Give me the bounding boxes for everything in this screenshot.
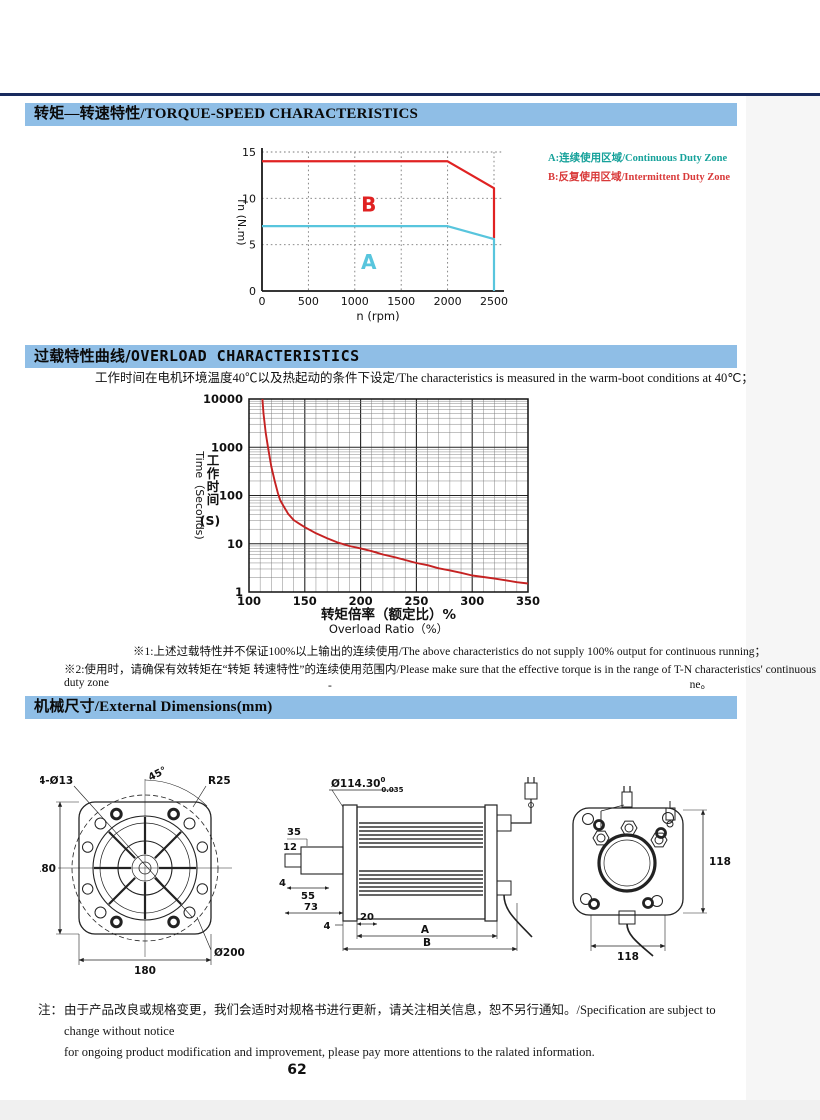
overload-title-zh: 过载特性曲线/: [34, 347, 131, 365]
overload-subtitle: 工作时间在电机环境温度40℃以及热起动的条件下设定/The characteri…: [95, 371, 754, 385]
dim-flange-width: 180: [134, 965, 156, 977]
torque-speed-chart: 0 500 1000 1500 2000 2500 0 5 10 15 n (rpm) Tn (N.m…: [228, 138, 548, 338]
duty-zone-legend: A:连续使用区域/Continuous Duty Zone B:反复使用区域/I…: [548, 149, 730, 187]
overload-note-1: ※1:上述过载特性并不保证100%以上输出的连续使用/The above cha…: [133, 646, 767, 658]
bolt-holes: [82, 807, 209, 929]
cooling-fins: [359, 822, 483, 896]
dim-rear-width: 118: [617, 951, 639, 963]
flange-square: [78, 801, 212, 935]
legend-continuous-duty: A:连续使用区域/Continuous Duty Zone: [548, 153, 728, 164]
svg-text:500: 500: [298, 295, 319, 308]
svg-text:2500: 2500: [480, 295, 508, 308]
dim-outer-diameter: Ø200: [214, 947, 245, 959]
svg-text:1500: 1500: [387, 295, 415, 308]
svg-text:1000: 1000: [211, 440, 243, 454]
right-margin: [746, 96, 820, 1100]
svg-text:300: 300: [460, 594, 484, 608]
dim-bolt-holes: 4-Ø13: [40, 775, 73, 787]
svg-text:Overload Ratio（%）: Overload Ratio（%）: [329, 622, 448, 636]
dim-35: 35: [287, 827, 301, 838]
svg-text:15: 15: [242, 146, 256, 159]
overload-chart: 100 150 200 250 300 350 1 10 100 1000 10000 转矩倍率（额定…: [185, 390, 565, 645]
rear-plate: [484, 804, 498, 922]
svg-text:100: 100: [219, 489, 243, 503]
svg-text:200: 200: [349, 594, 373, 608]
svg-text:n (rpm): n (rpm): [356, 309, 399, 323]
svg-text:B: B: [361, 192, 376, 216]
footer-note: 由于产品改良或规格变更，我们会适时对规格书进行更新，请关注相关信息，恕不另行通知…: [64, 1000, 724, 1063]
stray-dash: -: [328, 680, 332, 692]
front-plate: [342, 804, 358, 922]
dim-55: 55: [301, 891, 315, 902]
rear-view: 118 118: [572, 786, 731, 963]
svg-text:10: 10: [227, 537, 243, 551]
svg-text:(S): (S): [200, 513, 220, 528]
dim-spigot-diameter: Ø114.300 0.035: [331, 776, 404, 794]
svg-text:2000: 2000: [434, 295, 462, 308]
section-title-torque-speed: 转矩—转速特性/TORQUE-SPEED CHARACTERISTICS: [25, 103, 737, 126]
svg-text:10: 10: [242, 192, 256, 205]
dim-73: 73: [304, 902, 318, 913]
rear-ring: [597, 833, 657, 893]
side-view: Ø114.300 0.035 35 12 4 55 73 4 20 A B: [279, 776, 538, 952]
footer-note-label: 注：: [38, 1003, 64, 1017]
rear-bottom-gland: [618, 910, 636, 925]
svg-text:0: 0: [259, 295, 266, 308]
svg-text:Tn (N.m): Tn (N.m): [235, 196, 248, 245]
top-cable-gland: [496, 814, 512, 832]
front-view: 4-Ø13 R25 45° 180 180 Ø200: [40, 765, 245, 977]
section-title-dimensions: 机械尺寸/External Dimensions(mm): [25, 696, 737, 719]
svg-text:250: 250: [404, 594, 428, 608]
dim-length-a: A: [421, 924, 430, 936]
svg-text:A: A: [361, 250, 377, 274]
footer-note-line1: 由于产品改良或规格变更，我们会适时对规格书进行更新，请关注相关信息，恕不另行通知…: [64, 1003, 716, 1038]
section-title-torque-speed-text: 转矩—转速特性/TORQUE-SPEED CHARACTERISTICS: [34, 106, 419, 122]
svg-text:5: 5: [249, 239, 256, 252]
rear-cable: [626, 923, 654, 957]
dimensions-title-text: 机械尺寸/External Dimensions(mm): [34, 699, 273, 715]
torque-speed-chart-svg: 0 500 1000 1500 2000 2500 0 5 10 15 n (rpm) Tn (N.m…: [235, 146, 508, 323]
svg-text:150: 150: [293, 594, 317, 608]
overload-title-en: OVERLOAD CHARACTERISTICS: [130, 347, 360, 365]
header-banner: [0, 0, 820, 96]
overload-chart-svg: 100 150 200 250 300 350 1 10 100 1000 10000 转矩倍率（额定…: [193, 392, 540, 636]
bottom-strip: [0, 1100, 820, 1120]
dim-20: 20: [360, 912, 374, 923]
plug-connector: [524, 782, 538, 800]
dim-4b: 4: [324, 921, 331, 932]
svg-text:工作时间: 工作时间: [207, 453, 220, 507]
outer-diameter-circle: [71, 794, 219, 942]
hex-glands: [592, 820, 668, 848]
vent-connector: [621, 791, 633, 808]
svg-text:Time（Seconds): Time（Seconds): [193, 450, 206, 539]
page-number: 62: [287, 1062, 307, 1078]
legend-intermittent-duty: B:反复使用区域/Intermittent Duty Zone: [548, 172, 730, 183]
svg-text:100: 100: [237, 594, 261, 608]
section-title-overload: 过载特性曲线/OVERLOAD CHARACTERISTICS: [25, 345, 737, 368]
svg-text:10000: 10000: [203, 392, 243, 406]
rear-plate-outline: [572, 807, 684, 916]
fan-spokes: [94, 817, 196, 919]
svg-text:1000: 1000: [341, 295, 369, 308]
svg-text:转矩倍率（额定比）%: 转矩倍率（额定比）%: [321, 606, 456, 623]
external-dimensions-drawing: 4-Ø13 R25 45° 180 180 Ø200: [40, 765, 731, 977]
dim-rear-height: 118: [709, 856, 731, 868]
dim-4a: 4: [279, 878, 286, 889]
shaft: [300, 846, 344, 875]
overload-note-2: ※2:使用时，请确保有效转矩在“转矩 转速特性”的连续使用范围内/Please …: [64, 664, 817, 689]
dim-corner-radius: R25: [208, 775, 231, 787]
overload-note-2-overflow: ne。: [689, 679, 712, 691]
svg-text:350: 350: [516, 594, 540, 608]
dim-12: 12: [283, 842, 297, 853]
dim-flange-height: 180: [40, 863, 56, 875]
svg-text:0: 0: [249, 285, 256, 298]
bottom-cable-gland: [496, 880, 512, 896]
footer-note-line2: for ongoing product modification and imp…: [64, 1045, 595, 1059]
dim-length-b: B: [423, 937, 431, 949]
cable: [503, 894, 533, 938]
svg-text:1: 1: [235, 585, 243, 599]
